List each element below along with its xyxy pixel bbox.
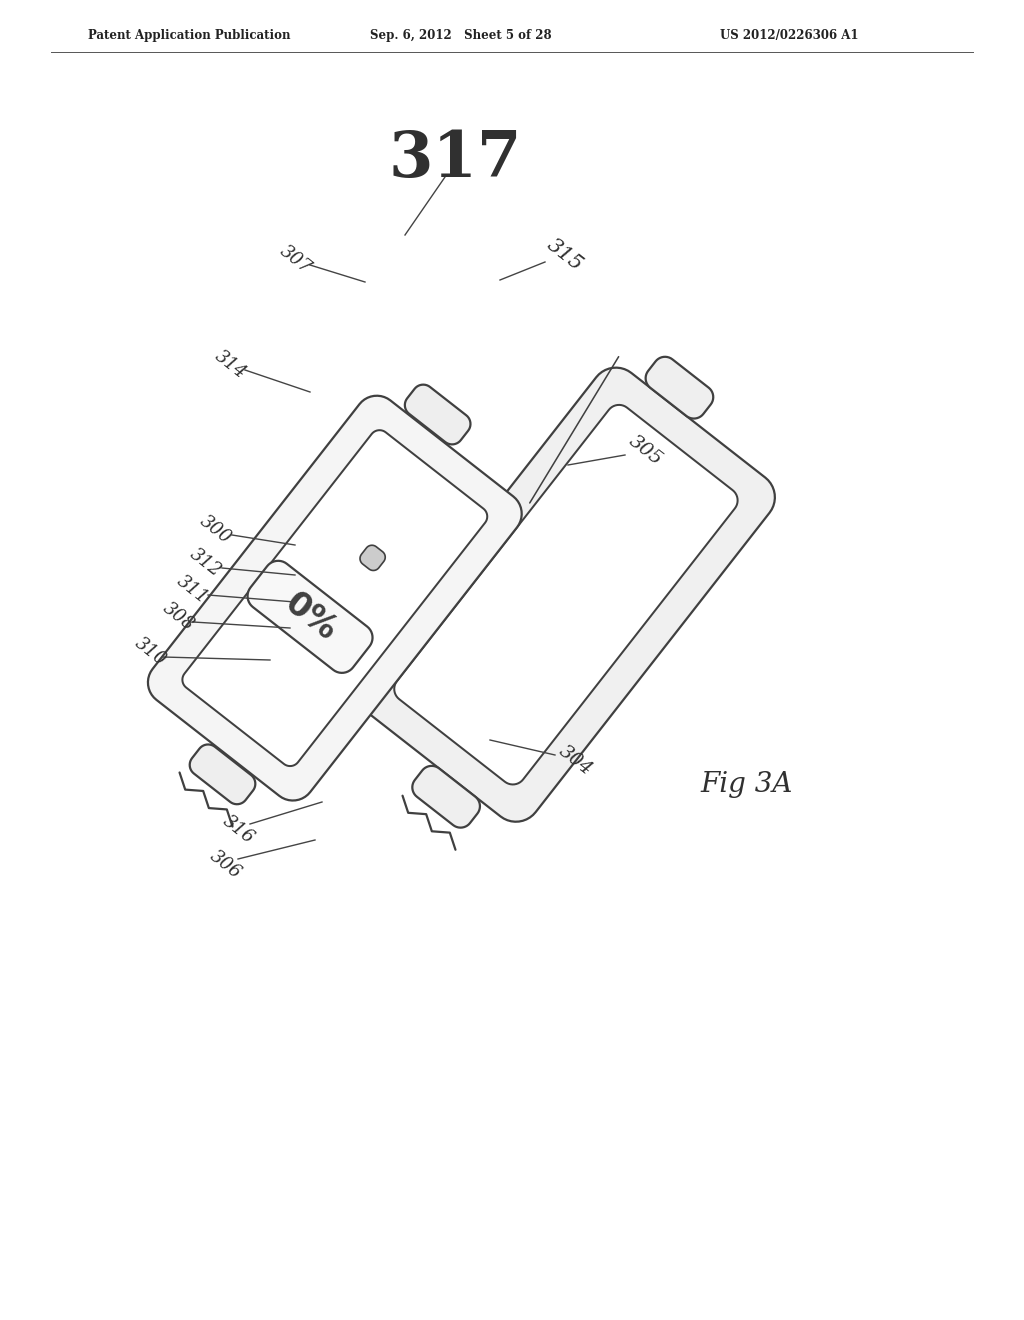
Text: 300: 300 <box>196 512 234 548</box>
Text: 312: 312 <box>186 545 224 581</box>
Polygon shape <box>394 405 737 784</box>
Polygon shape <box>182 430 487 766</box>
Text: 314: 314 <box>211 347 249 383</box>
Polygon shape <box>360 545 385 570</box>
Text: 304: 304 <box>555 742 595 779</box>
Text: Fig 3A: Fig 3A <box>700 771 793 799</box>
Text: 311: 311 <box>173 573 211 607</box>
Text: US 2012/0226306 A1: US 2012/0226306 A1 <box>720 29 858 41</box>
Polygon shape <box>147 396 521 800</box>
Text: 306: 306 <box>206 847 244 883</box>
Text: 310: 310 <box>131 635 169 669</box>
Polygon shape <box>357 368 775 822</box>
Text: 307: 307 <box>275 243 314 277</box>
Text: 308: 308 <box>159 599 198 635</box>
Text: 0%: 0% <box>278 586 342 647</box>
Polygon shape <box>413 766 480 828</box>
Text: 317: 317 <box>388 129 521 190</box>
Polygon shape <box>645 356 714 418</box>
Text: 316: 316 <box>219 812 257 847</box>
Text: Patent Application Publication: Patent Application Publication <box>88 29 291 41</box>
Text: 305: 305 <box>625 432 666 469</box>
Text: 315: 315 <box>544 235 587 275</box>
Polygon shape <box>189 744 255 804</box>
Text: Sep. 6, 2012   Sheet 5 of 28: Sep. 6, 2012 Sheet 5 of 28 <box>370 29 552 41</box>
Polygon shape <box>248 561 373 673</box>
Polygon shape <box>404 384 470 445</box>
